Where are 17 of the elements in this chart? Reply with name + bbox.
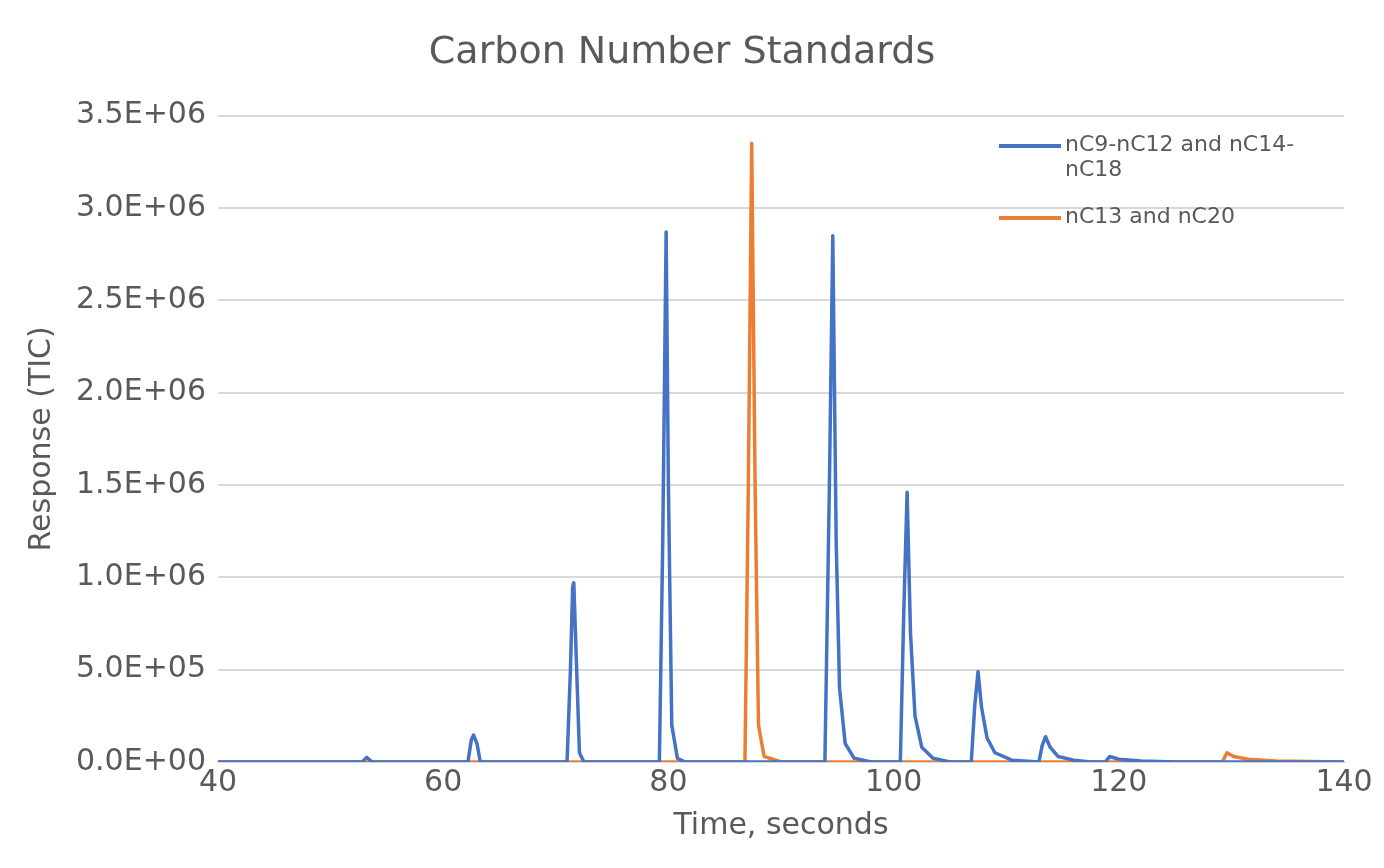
x-tick-label: 120 [1090,762,1148,798]
legend-label: nC9-nC12 and nC14-nC18 [1065,130,1296,181]
chart-title: Carbon Number Standards [428,27,936,72]
y-tick-label: 2.0E+06 [75,372,206,408]
y-tick-label: 2.5E+06 [75,280,206,316]
x-axis-title: Time, seconds [672,805,889,841]
x-tick-label: 80 [649,762,688,798]
x-tick-label: 100 [864,762,923,798]
x-tick-label: 60 [424,762,463,798]
y-tick-label: 5.0E+05 [75,649,206,685]
legend-label: nC13 and nC20 [1065,202,1235,228]
y-tick-label: 1.0E+06 [75,557,206,593]
x-tick-label: 140 [1315,762,1373,798]
y-tick-label: 3.0E+06 [75,187,206,223]
y-axis-title: Response (TIC) [21,326,57,552]
y-tick-label: 1.5E+06 [75,464,206,500]
y-tick-label: 3.5E+06 [75,95,206,131]
